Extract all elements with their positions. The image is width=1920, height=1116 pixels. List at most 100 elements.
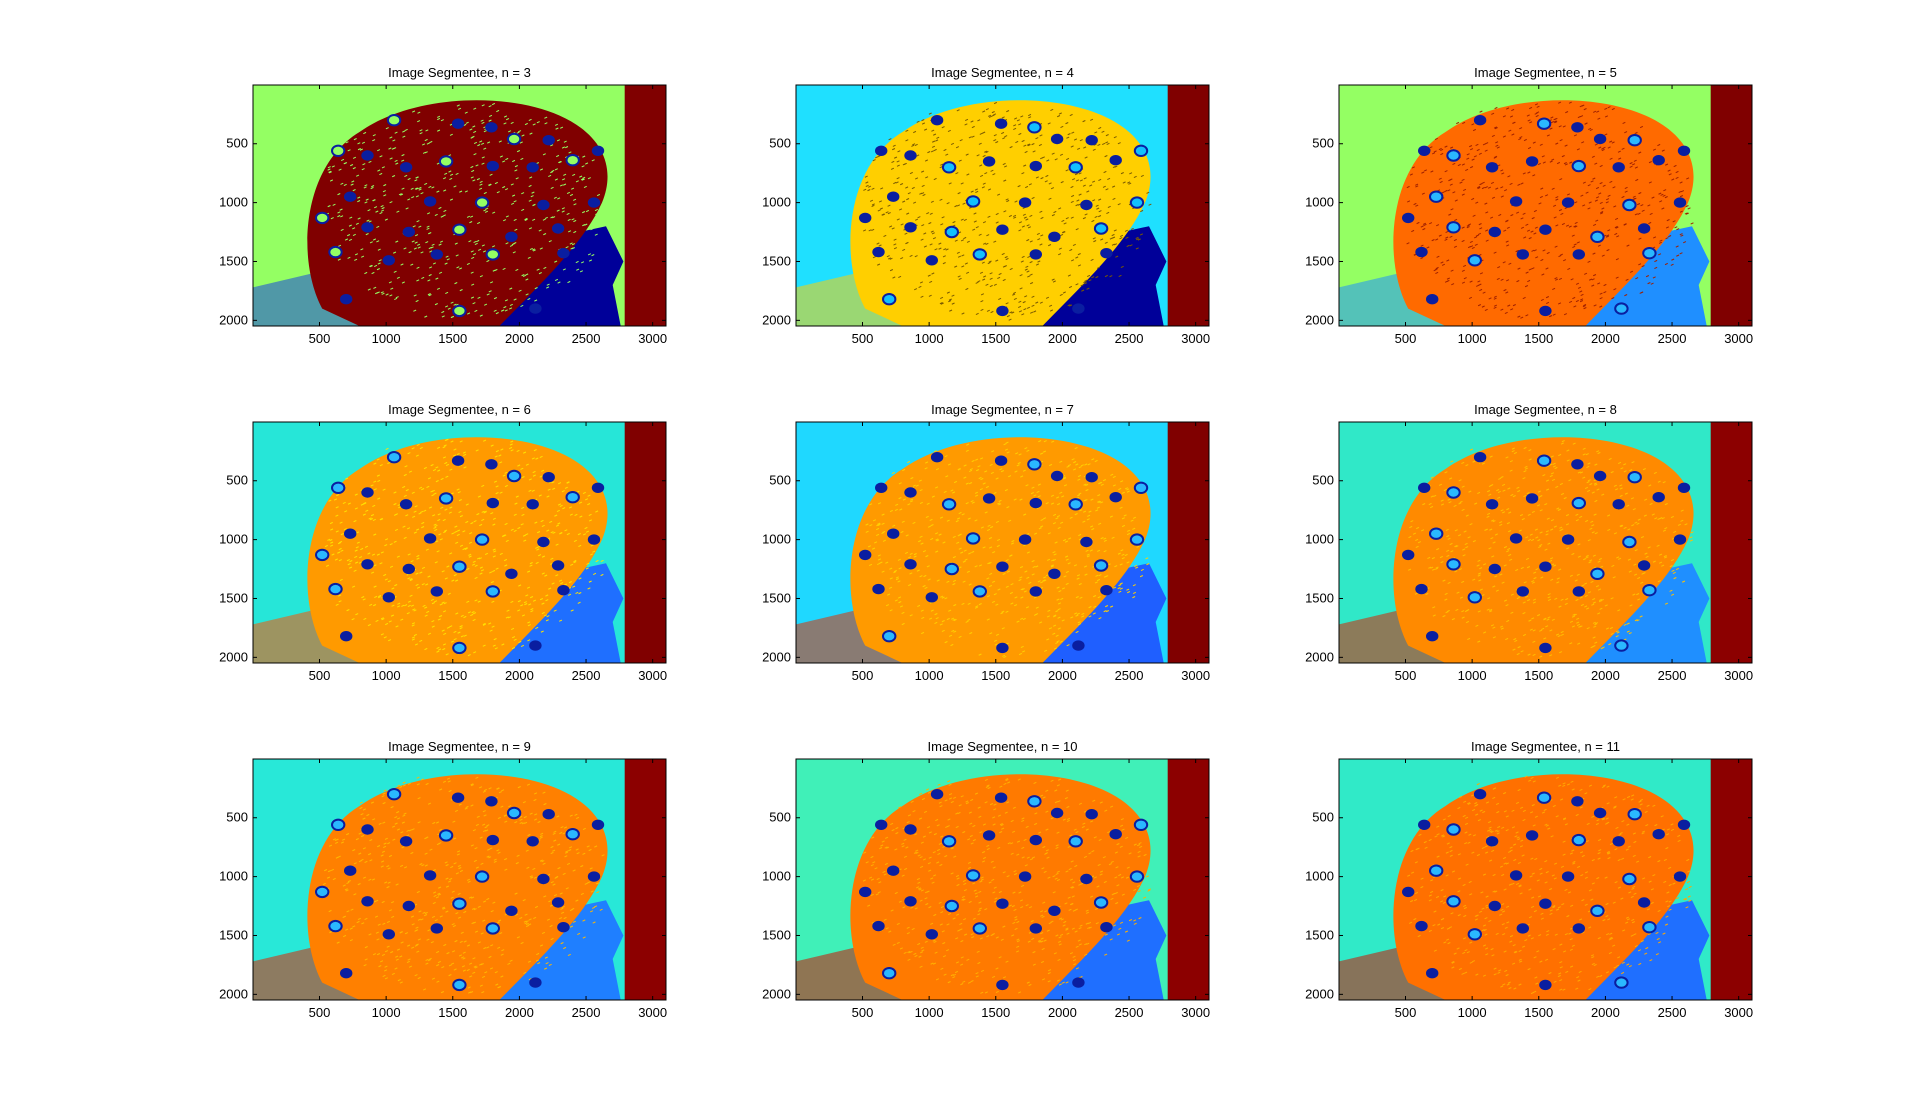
electrode-marker: [859, 886, 872, 898]
electrode-marker: [1050, 470, 1064, 482]
electrode-marker: [328, 919, 343, 933]
subplot-title: Image Segmentee, n = 3: [388, 65, 531, 80]
electrode-marker: [925, 255, 938, 266]
subplot-title: Image Segmentee, n = 8: [1474, 402, 1617, 417]
electrode-marker: [399, 836, 413, 847]
electrode-marker: [1072, 303, 1085, 314]
electrode-marker: [1402, 549, 1415, 561]
electrode-marker: [344, 528, 357, 539]
electrode-marker: [882, 293, 897, 306]
electrode-marker: [1509, 196, 1523, 207]
electrode-marker: [996, 642, 1009, 654]
electrode-marker: [1590, 904, 1605, 917]
subplot-title: Image Segmentee, n = 5: [1474, 65, 1617, 80]
x-tick-label: 500: [1395, 668, 1417, 683]
electrode-marker: [1525, 830, 1539, 841]
electrode-marker: [529, 640, 542, 651]
electrode-marker: [1652, 155, 1665, 166]
electrode-marker: [1516, 923, 1530, 934]
electrode-marker: [1612, 836, 1625, 847]
y-tick-label: 1500: [762, 927, 791, 942]
electrode-marker: [1133, 144, 1149, 158]
electrode-marker: [1467, 591, 1483, 604]
electrode-marker: [872, 920, 885, 932]
electrode-marker: [474, 196, 490, 209]
axes-frame: [252, 421, 667, 664]
electrode-marker: [587, 197, 601, 208]
electrode-marker: [1429, 190, 1444, 203]
electrode-marker: [944, 562, 959, 576]
x-tick-label: 1500: [1524, 331, 1553, 346]
x-tick-label: 500: [1395, 331, 1417, 346]
electrode-marker: [1085, 809, 1098, 820]
segmented-image: [253, 422, 666, 663]
electrode-marker: [1415, 246, 1428, 258]
electrode-marker: [1027, 121, 1042, 134]
electrode-marker: [1129, 870, 1145, 883]
y-tick-label: 500: [1312, 473, 1334, 488]
electrode-marker: [1029, 923, 1043, 934]
electrode-marker: [982, 493, 996, 504]
electrode-marker: [930, 789, 944, 800]
y-tick-label: 2000: [219, 312, 248, 327]
electrode-marker: [402, 563, 415, 575]
x-tick-label: 3000: [638, 668, 667, 683]
electrode-marker: [1133, 481, 1149, 494]
electrode-marker: [1627, 808, 1642, 821]
x-tick-label: 1000: [915, 1005, 944, 1020]
y-tick-label: 1500: [762, 253, 791, 268]
y-tick-label: 2000: [762, 312, 791, 327]
electrode-marker: [542, 135, 555, 146]
electrode-marker: [925, 592, 938, 603]
electrode-marker: [331, 818, 346, 831]
subplot-1: Image Segmentee, n = 3 500 1000 1500 2000 250…: [219, 65, 667, 346]
electrode-marker: [430, 249, 443, 260]
electrode-marker: [1572, 586, 1586, 597]
x-tick-label: 3000: [1181, 1005, 1210, 1020]
x-tick-label: 3000: [1724, 331, 1753, 346]
segmented-image: [253, 85, 666, 326]
electrodes: [315, 788, 605, 992]
electrode-marker: [399, 499, 413, 510]
electrode-marker: [1637, 560, 1651, 571]
electrode-marker: [1561, 534, 1575, 545]
electrode-marker: [591, 819, 605, 830]
x-tick-label: 2000: [505, 668, 534, 683]
electrode-marker: [485, 585, 500, 598]
electrode-marker: [994, 792, 1008, 803]
electrode-marker: [386, 114, 402, 127]
electrode-marker: [361, 150, 374, 161]
electrode-marker: [994, 455, 1008, 466]
electrode-marker: [537, 536, 550, 548]
y-tick-label: 500: [1312, 810, 1334, 825]
electrode-marker: [505, 231, 518, 242]
head-region: [850, 774, 1151, 1000]
electrode-marker: [1418, 145, 1431, 156]
y-tick-label: 1500: [1305, 253, 1334, 268]
x-tick-label: 3000: [1181, 331, 1210, 346]
axes-frame: [795, 421, 1210, 664]
y-tick-label: 1000: [1305, 532, 1334, 547]
electrode-marker: [557, 248, 570, 259]
electrode-marker: [1050, 133, 1064, 145]
subplot-title: Image Segmentee, n = 11: [1471, 739, 1620, 754]
subplot-title: Image Segmentee, n = 6: [388, 402, 531, 417]
head-texture: [322, 776, 605, 994]
electrode-marker: [1622, 872, 1637, 886]
electrode-marker: [1446, 221, 1461, 234]
electrode-marker: [965, 195, 981, 208]
x-tick-label: 3000: [1724, 668, 1753, 683]
electrode-marker: [904, 487, 917, 498]
x-tick-label: 2500: [1115, 1005, 1144, 1020]
electrode-marker: [340, 294, 353, 305]
electrode-marker: [1612, 162, 1625, 173]
electrode-marker: [1068, 161, 1083, 174]
electrode-marker: [423, 870, 437, 881]
electrode-marker: [1561, 197, 1575, 208]
electrode-marker: [529, 303, 542, 314]
subplot-title: Image Segmentee, n = 4: [931, 65, 1074, 80]
electrode-marker: [882, 630, 897, 643]
right-strip-region: [1710, 85, 1752, 326]
electrode-marker: [1068, 498, 1083, 511]
subplot-8: Image Segmentee, n = 10 500 1000 1500 2000 25…: [762, 739, 1210, 1020]
